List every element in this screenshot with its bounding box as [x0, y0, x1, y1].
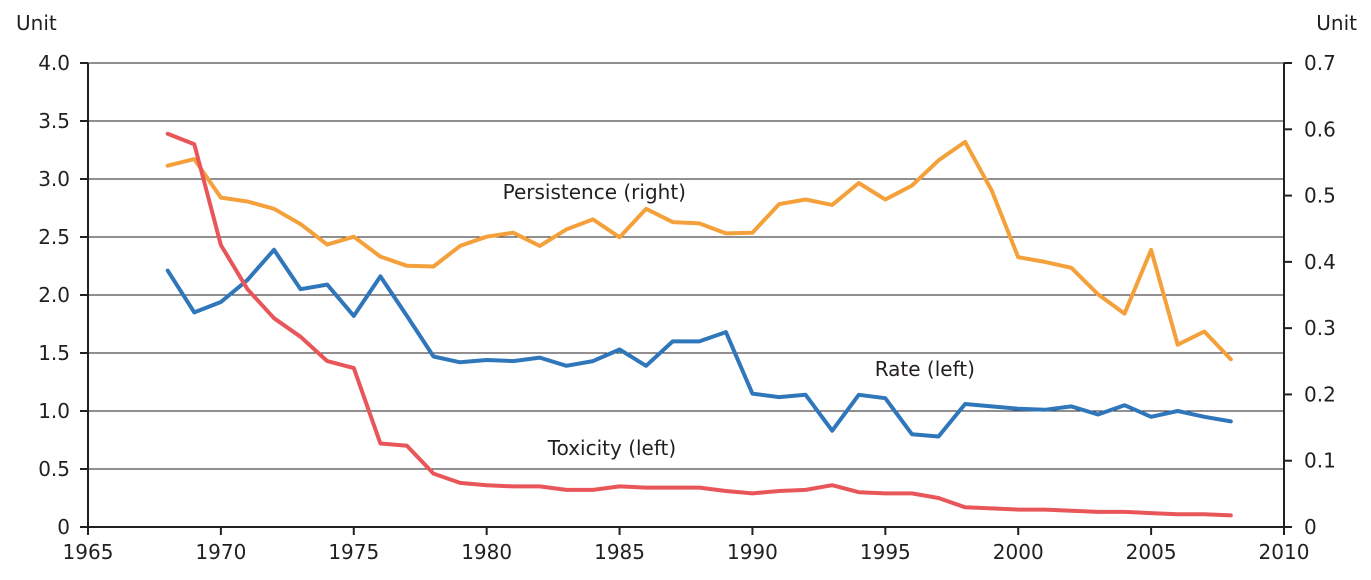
tick-labels: 0 0.5 1.0 1.5 2.0 2.5 3.0 3.5 4.0 0 0.1 0.2 0.3 0.4 0.… — [38, 51, 1336, 564]
x-axis-tick-label: 2010 — [1259, 540, 1310, 564]
right-axis-tick-label: 0.7 — [1304, 51, 1336, 75]
x-axis-tick-label: 1965 — [63, 540, 114, 564]
right-axis-tick-label: 0.6 — [1304, 117, 1336, 141]
left-axis-tick-label: 4.0 — [38, 51, 70, 75]
left-axis-tick-label: 2.5 — [38, 225, 70, 249]
left-axis-tick-label: 0 — [57, 515, 70, 539]
x-axis-tick-label: 1980 — [461, 540, 512, 564]
left-axis-tick-label: 2.0 — [38, 283, 70, 307]
x-axis-tick-label: 1995 — [860, 540, 911, 564]
left-axis-tick-label: 0.5 — [38, 457, 70, 481]
axes — [80, 62, 1292, 535]
x-axis-tick-label: 1990 — [727, 540, 778, 564]
left-axis-tick-label: 3.0 — [38, 167, 70, 191]
right-axis-tick-label: 0.5 — [1304, 184, 1336, 208]
right-axis-tick-label: 0.4 — [1304, 250, 1336, 274]
left-axis-tick-label: 1.5 — [38, 341, 70, 365]
x-axis-tick-label: 1970 — [195, 540, 246, 564]
persistence-series-label: Persistence (right) — [503, 180, 686, 204]
x-axis-tick-label: 1975 — [328, 540, 379, 564]
series-labels: Persistence (right) Rate (left) Toxicity (… — [503, 180, 975, 460]
series-lines — [165, 131, 1233, 518]
gridlines — [88, 62, 1284, 470]
right-axis-tick-label: 0.2 — [1304, 382, 1336, 406]
x-axis-tick-label: 2000 — [993, 540, 1044, 564]
right-axis-tick-label: 0.1 — [1304, 449, 1336, 473]
toxicity-series-label: Toxicity (left) — [547, 436, 676, 460]
x-axis-tick-label: 1985 — [594, 540, 645, 564]
left-axis-unit-label: Unit — [16, 11, 57, 35]
x-axis-tick-label: 2005 — [1126, 540, 1177, 564]
rate-series-line — [165, 247, 1233, 439]
toxicity-series-line — [165, 131, 1233, 518]
right-axis-tick-label: 0 — [1304, 515, 1317, 539]
left-axis-tick-label: 3.5 — [38, 109, 70, 133]
rate-series-label: Rate (left) — [875, 357, 975, 381]
right-axis-tick-label: 0.3 — [1304, 316, 1336, 340]
persistence-series-line — [165, 139, 1233, 362]
right-axis-unit-label: Unit — [1316, 11, 1357, 35]
left-axis-tick-label: 1.0 — [38, 399, 70, 423]
